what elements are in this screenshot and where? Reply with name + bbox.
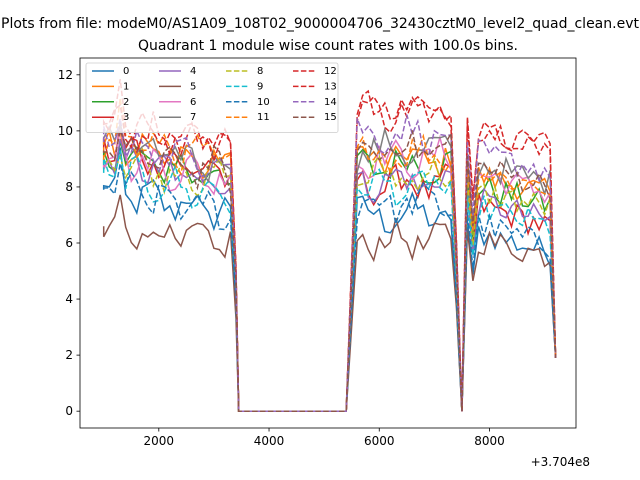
legend-label: 14 [324, 97, 337, 108]
x-tick-label: 2000 [144, 434, 175, 448]
series-line-4 [102, 138, 557, 412]
x-tick-label: 8000 [474, 434, 505, 448]
legend-label: 5 [190, 81, 196, 92]
series-line-7 [102, 122, 557, 412]
legend-label: 15 [324, 112, 337, 123]
legend-label: 2 [123, 97, 129, 108]
y-tick-label: 4 [65, 292, 73, 306]
legend-label: 4 [190, 66, 196, 77]
x-tick-label: 4000 [254, 434, 285, 448]
legend-label: 1 [123, 81, 129, 92]
series-line-15 [102, 127, 557, 412]
series-line-14 [102, 114, 557, 412]
series-line-5 [102, 194, 557, 412]
y-tick-label: 6 [65, 236, 73, 250]
series-line-10 [102, 163, 557, 412]
x-offset-label: +3.704e8 [531, 455, 590, 469]
series-line-8 [102, 147, 557, 412]
plot-area [102, 79, 557, 412]
legend-label: 11 [257, 112, 270, 123]
series-line-1 [102, 128, 557, 412]
series-line-13 [102, 89, 557, 412]
y-tick-label: 2 [65, 348, 73, 362]
legend-label: 3 [123, 112, 129, 123]
legend-label: 12 [324, 66, 337, 77]
legend-box [85, 62, 339, 133]
y-tick-label: 10 [58, 124, 73, 138]
series-line-0 [102, 147, 557, 412]
chart-title: Quadrant 1 module wise count rates with … [138, 38, 518, 54]
series-line-11 [102, 97, 557, 412]
legend-label: 7 [190, 112, 196, 123]
figure-suptitle: Plots from file: modeM0/AS1A09_108T02_90… [1, 16, 639, 32]
y-tick-label: 12 [58, 68, 73, 82]
y-tick-label: 0 [65, 404, 73, 418]
legend-label: 6 [190, 97, 196, 108]
legend-label: 13 [324, 81, 337, 92]
legend-label: 8 [257, 66, 263, 77]
legend-label: 0 [123, 66, 129, 77]
series-line-2 [102, 141, 557, 412]
y-tick-label: 8 [65, 180, 73, 194]
legend-label: 9 [257, 81, 263, 92]
series-line-9 [102, 150, 557, 412]
legend-label: 10 [257, 97, 270, 108]
x-tick-label: 6000 [364, 434, 395, 448]
